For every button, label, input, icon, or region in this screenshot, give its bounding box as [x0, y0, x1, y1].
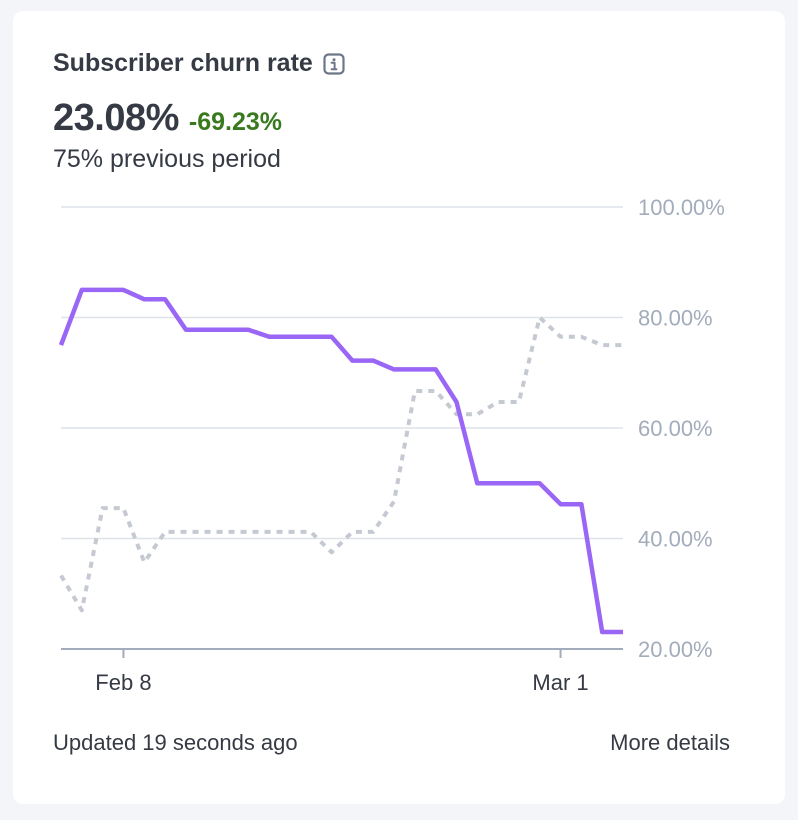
y-tick-label: 20.00%: [638, 637, 713, 662]
info-icon[interactable]: [323, 52, 345, 75]
y-tick-label: 80.00%: [638, 306, 713, 331]
title-row: Subscriber churn rate: [53, 49, 345, 78]
churn-rate-card: Subscriber churn rate 23.08% -69.23% 75%…: [13, 11, 785, 804]
previous-period-line: [59, 315, 623, 613]
updated-timestamp: Updated 19 seconds ago: [53, 730, 298, 755]
current-period-line: [58, 287, 623, 635]
more-details-link[interactable]: More details: [610, 730, 730, 755]
axis-layer: [61, 648, 623, 658]
metric-delta: -69.23%: [188, 108, 283, 136]
previous-period-label: 75% previous period: [53, 145, 281, 173]
metric-row: 23.08% -69.23%: [53, 97, 282, 140]
y-tick-label: 60.00%: [638, 416, 713, 441]
series-layer: [58, 287, 623, 635]
metric-value: 23.08%: [53, 97, 179, 139]
grid-layer: [61, 206, 623, 540]
label-layer: 20.00% 40.00% 60.00% 80.00% 100.00% Feb 8 Mar …: [95, 195, 725, 695]
y-tick-label: 100.00%: [638, 195, 725, 220]
line-chart: 20.00% 40.00% 60.00% 80.00% 100.00% Feb 8 Mar …: [58, 195, 725, 695]
x-tick-label: Mar 1: [532, 670, 588, 695]
x-tick-label: Feb 8: [95, 670, 151, 695]
card-title: Subscriber churn rate: [53, 49, 313, 77]
info-icon-glyph: [323, 52, 345, 75]
y-tick-label: 40.00%: [638, 527, 713, 552]
